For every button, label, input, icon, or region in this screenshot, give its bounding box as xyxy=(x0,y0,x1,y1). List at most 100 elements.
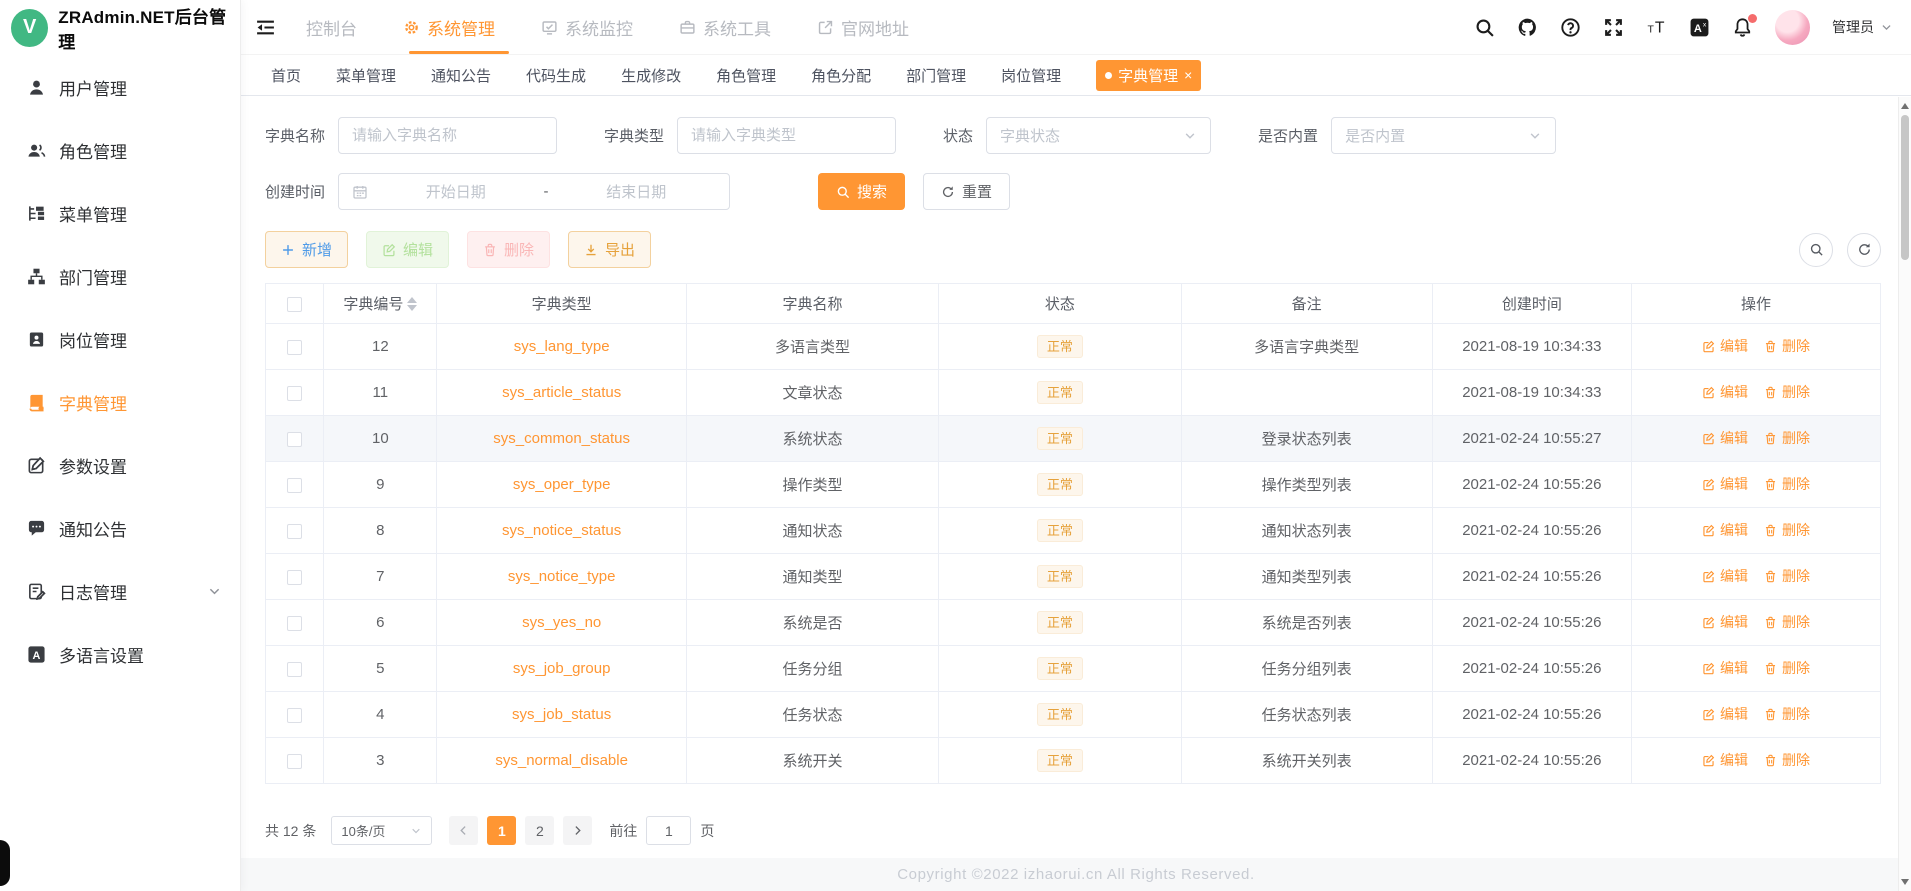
row-checkbox[interactable] xyxy=(287,661,303,677)
tab-item[interactable]: 生成修改 xyxy=(621,65,681,86)
logo-row[interactable]: V ZRAdmin.NET后台管理 xyxy=(0,0,240,55)
sidebar-item-i18n[interactable]: A 多语言设置 xyxy=(0,623,240,686)
edit-button[interactable]: 编辑 xyxy=(366,231,450,268)
tab-item[interactable]: 代码生成 xyxy=(526,65,586,86)
tab-item[interactable]: 通知公告 xyxy=(431,65,491,86)
tab-item[interactable]: 角色分配 xyxy=(811,65,871,86)
next-page-button[interactable] xyxy=(563,816,593,845)
select-all-checkbox[interactable] xyxy=(287,296,303,312)
row-checkbox[interactable] xyxy=(287,707,303,723)
row-edit-button[interactable]: 编辑 xyxy=(1702,704,1748,724)
date-range-picker[interactable]: 开始日期 - 结束日期 xyxy=(338,173,731,210)
prev-page-button[interactable] xyxy=(449,816,479,845)
bell-icon[interactable] xyxy=(1732,13,1757,38)
sidebar-item-badge[interactable]: 岗位管理 xyxy=(0,308,240,371)
scrollbar[interactable] xyxy=(1898,97,1911,891)
goto-page-input[interactable] xyxy=(646,816,692,845)
row-edit-button[interactable]: 编辑 xyxy=(1702,750,1748,770)
toggle-search-button[interactable] xyxy=(1799,232,1833,267)
tab-item[interactable]: 字典管理 × xyxy=(1096,59,1202,91)
page-button-2[interactable]: 2 xyxy=(525,816,555,845)
row-edit-button[interactable]: 编辑 xyxy=(1702,382,1748,402)
tab-item[interactable]: 部门管理 xyxy=(906,65,966,86)
tab-item[interactable]: 菜单管理 xyxy=(336,65,396,86)
drag-handle[interactable] xyxy=(0,840,10,886)
close-icon[interactable]: × xyxy=(1184,67,1193,83)
page-button-1[interactable]: 1 xyxy=(487,816,517,845)
nav-item[interactable]: 系统管理 xyxy=(403,0,509,54)
export-button[interactable]: 导出 xyxy=(568,231,652,268)
row-edit-button[interactable]: 编辑 xyxy=(1702,336,1748,356)
status-select[interactable]: 字典状态 xyxy=(986,117,1212,154)
row-delete-button[interactable]: 删除 xyxy=(1764,474,1810,494)
user-menu[interactable]: 管理员 xyxy=(1832,17,1893,37)
collapse-sidebar-icon[interactable] xyxy=(255,17,276,38)
page-size-select[interactable]: 10条/页 xyxy=(331,816,433,845)
scrollbar-thumb[interactable] xyxy=(1901,115,1909,260)
row-checkbox[interactable] xyxy=(287,753,303,769)
col-dict-id[interactable]: 字典编号 xyxy=(323,283,438,324)
row-checkbox[interactable] xyxy=(287,569,303,585)
builtin-select[interactable]: 是否内置 xyxy=(1331,117,1557,154)
search-icon[interactable] xyxy=(1474,17,1495,38)
dict-type-link[interactable]: sys_oper_type xyxy=(512,476,611,493)
row-delete-button[interactable]: 删除 xyxy=(1764,566,1810,586)
reset-button[interactable]: 重置 xyxy=(923,173,1011,210)
refresh-table-button[interactable] xyxy=(1847,232,1881,267)
nav-item[interactable]: 系统工具 xyxy=(679,0,771,54)
sidebar-item-org-chart[interactable]: 部门管理 xyxy=(0,245,240,308)
row-checkbox[interactable] xyxy=(287,523,303,539)
scroll-down-arrow[interactable] xyxy=(1899,875,1911,889)
end-date-input[interactable]: 结束日期 xyxy=(606,184,667,201)
delete-button[interactable]: 删除 xyxy=(467,231,551,268)
add-button[interactable]: 新增 xyxy=(265,231,349,268)
sidebar-item-menu-tree[interactable]: 菜单管理 xyxy=(0,182,240,245)
dict-type-link[interactable]: sys_yes_no xyxy=(522,614,602,631)
dict-type-link[interactable]: sys_normal_disable xyxy=(495,752,628,769)
dict-type-link[interactable]: sys_common_status xyxy=(493,430,631,447)
search-button[interactable]: 搜索 xyxy=(818,173,906,210)
select-all-header[interactable] xyxy=(264,283,325,324)
row-edit-button[interactable]: 编辑 xyxy=(1702,428,1748,448)
row-edit-button[interactable]: 编辑 xyxy=(1702,474,1748,494)
row-delete-button[interactable]: 删除 xyxy=(1764,612,1810,632)
dict-type-link[interactable]: sys_lang_type xyxy=(513,338,610,355)
row-checkbox[interactable] xyxy=(287,339,303,355)
row-checkbox[interactable] xyxy=(287,477,303,493)
nav-item[interactable]: 官网地址 xyxy=(817,0,909,54)
sidebar-item-log[interactable]: 日志管理 xyxy=(0,560,240,623)
row-delete-button[interactable]: 删除 xyxy=(1764,428,1810,448)
row-delete-button[interactable]: 删除 xyxy=(1764,750,1810,770)
dict-type-input[interactable] xyxy=(677,117,897,154)
nav-item[interactable]: 系统监控 xyxy=(541,0,633,54)
dict-type-link[interactable]: sys_notice_type xyxy=(507,568,616,585)
dict-type-link[interactable]: sys_article_status xyxy=(502,384,622,401)
dict-type-link[interactable]: sys_job_group xyxy=(512,660,611,677)
row-edit-button[interactable]: 编辑 xyxy=(1702,520,1748,540)
avatar[interactable] xyxy=(1775,9,1810,45)
scroll-up-arrow[interactable] xyxy=(1899,99,1911,113)
nav-item[interactable]: 控制台 xyxy=(306,0,357,54)
row-delete-button[interactable]: 删除 xyxy=(1764,704,1810,724)
row-checkbox[interactable] xyxy=(287,431,303,447)
row-checkbox[interactable] xyxy=(287,385,303,401)
github-icon[interactable] xyxy=(1517,17,1538,38)
sidebar-item-user[interactable]: 用户管理 xyxy=(0,56,240,119)
row-checkbox[interactable] xyxy=(287,615,303,631)
sidebar-item-users[interactable]: 角色管理 xyxy=(0,119,240,182)
sidebar-item-chat[interactable]: 通知公告 xyxy=(0,497,240,560)
dict-type-link[interactable]: sys_notice_status xyxy=(502,522,622,539)
row-delete-button[interactable]: 删除 xyxy=(1764,336,1810,356)
start-date-input[interactable]: 开始日期 xyxy=(425,184,486,201)
tab-item[interactable]: 岗位管理 xyxy=(1001,65,1061,86)
sidebar-item-dict-book[interactable]: 字典管理 xyxy=(0,371,240,434)
dict-type-link[interactable]: sys_job_status xyxy=(512,706,612,723)
tab-item[interactable]: 首页 xyxy=(271,65,301,86)
row-edit-button[interactable]: 编辑 xyxy=(1702,658,1748,678)
tab-item[interactable]: 角色管理 xyxy=(716,65,776,86)
fullscreen-icon[interactable] xyxy=(1603,17,1624,38)
row-delete-button[interactable]: 删除 xyxy=(1764,382,1810,402)
sort-caret-icon[interactable] xyxy=(407,296,418,311)
